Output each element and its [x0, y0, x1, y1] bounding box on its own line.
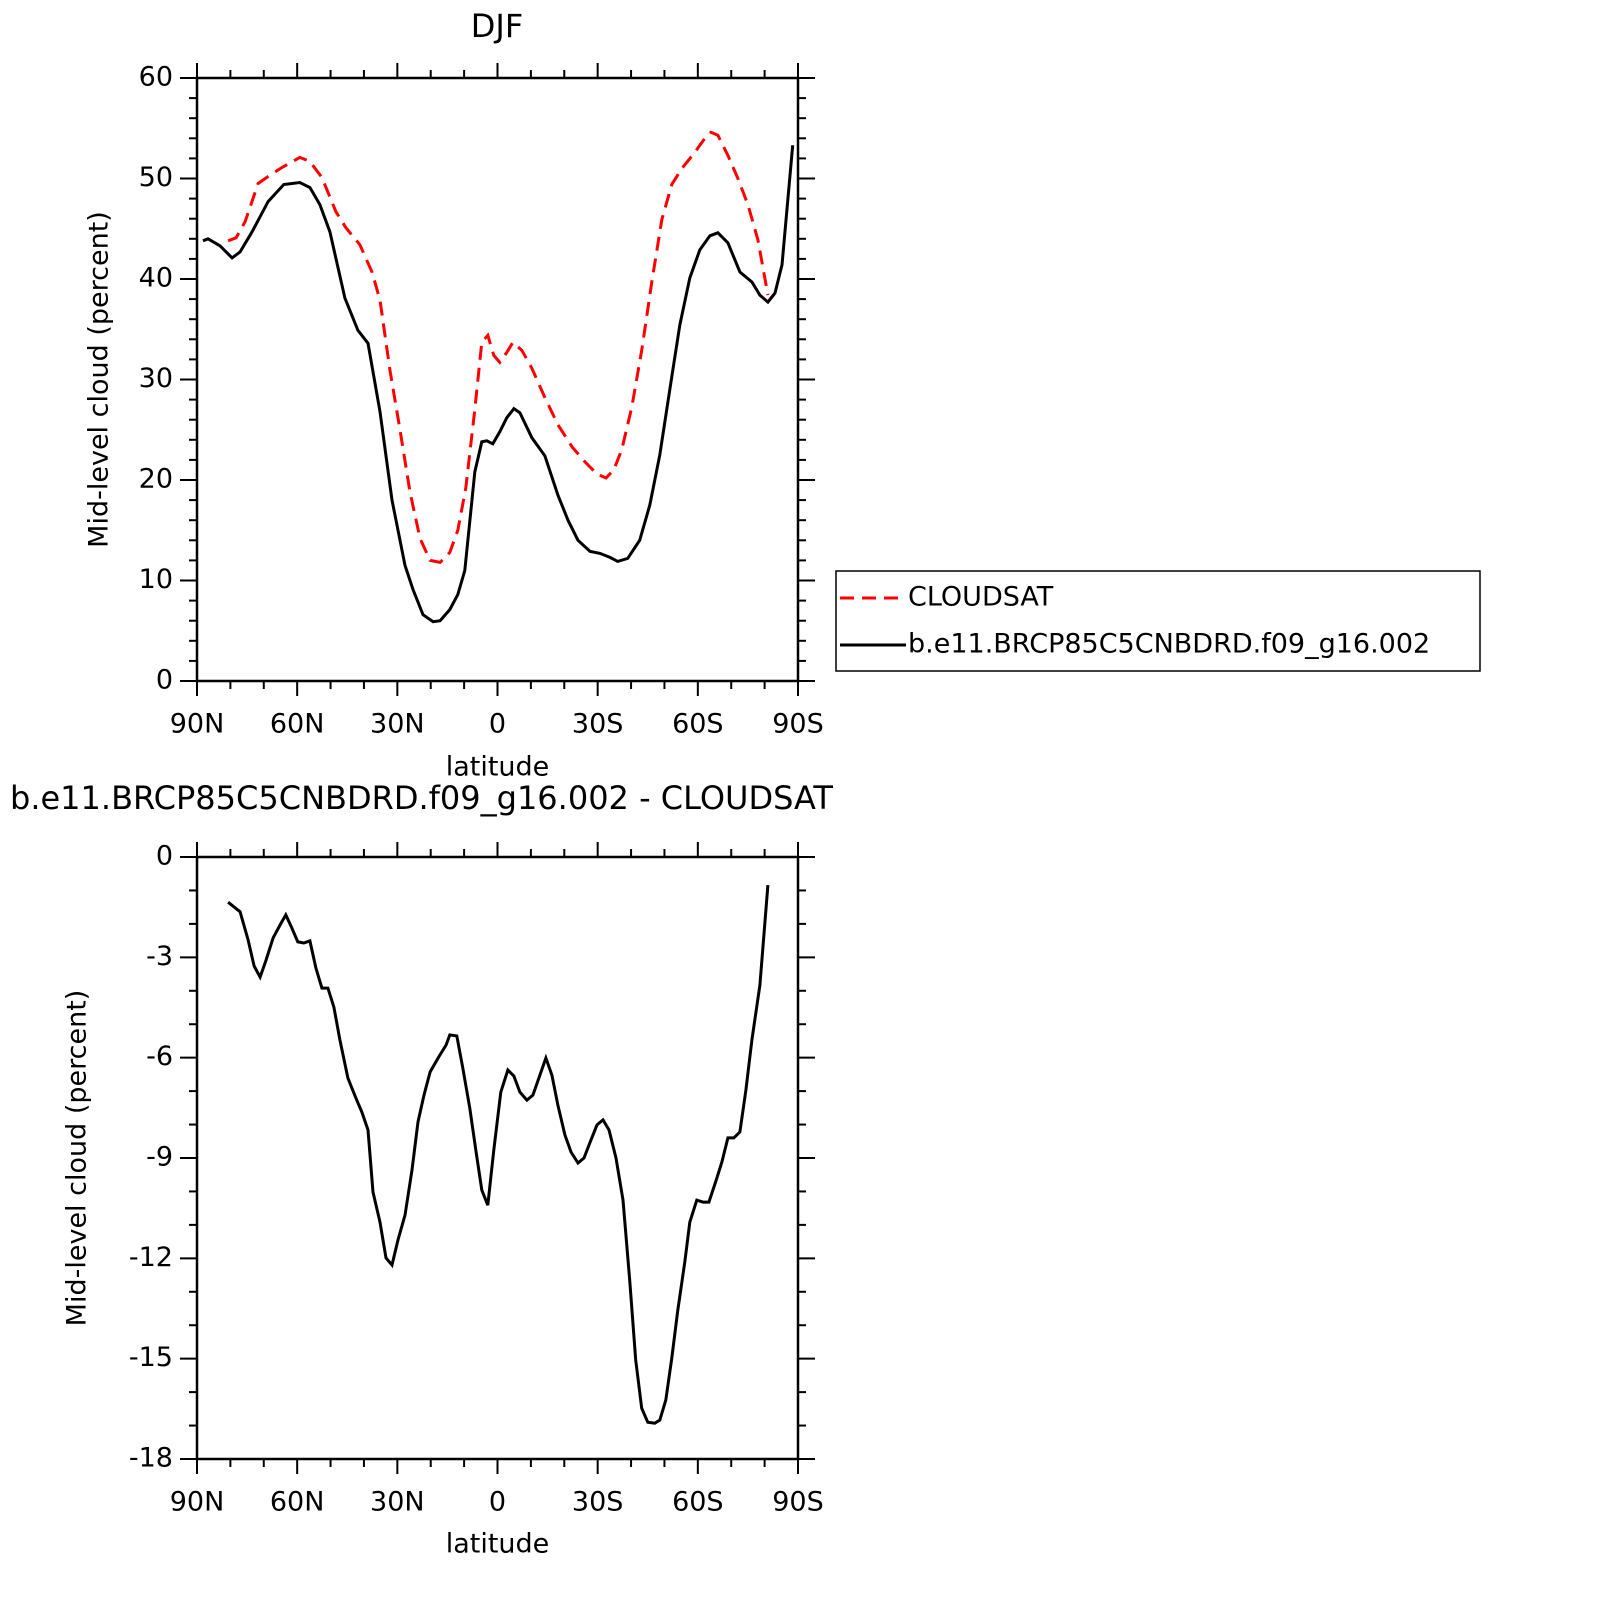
y-tick-label: 50: [139, 162, 173, 193]
y-tick-label: -18: [129, 1443, 173, 1474]
plot-frame: [195, 76, 800, 683]
x-axis-label: latitude: [446, 1529, 550, 1560]
x-tick-label: 90N: [170, 709, 225, 740]
series-line: [227, 130, 770, 565]
y-tick-label: -12: [129, 1242, 173, 1273]
x-tick-label: 90S: [772, 1487, 824, 1518]
y-tick-label: -6: [146, 1041, 173, 1072]
legend-box: [835, 570, 1481, 672]
x-tick-label: 30N: [370, 1487, 425, 1518]
y-tick-label: 20: [139, 464, 173, 495]
chart-title: DJF: [471, 7, 523, 45]
x-tick-label: 60S: [672, 709, 724, 740]
y-tick-label: -3: [146, 941, 173, 972]
y-tick-label: 0: [156, 665, 173, 696]
series-line: [202, 145, 795, 624]
y-tick-label: 30: [139, 363, 173, 394]
legend-label: b.e11.BRCP85C5CNBDRD.f09_g16.002: [908, 629, 1430, 660]
y-tick-label: 0: [156, 841, 173, 872]
x-tick-label: 30S: [572, 709, 624, 740]
x-tick-label: 60N: [270, 1487, 325, 1518]
x-tick-label: 60S: [672, 1487, 724, 1518]
x-tick-label: 60N: [270, 709, 325, 740]
x-tick-label: 90S: [772, 709, 824, 740]
y-axis-label: Mid-level cloud (percent): [62, 990, 93, 1327]
y-tick-label: -9: [146, 1142, 173, 1173]
y-tick-label: 10: [139, 564, 173, 595]
x-axis-label: latitude: [446, 752, 550, 783]
y-tick-label: 40: [139, 263, 173, 294]
x-tick-label: 30N: [370, 709, 425, 740]
chart-title: b.e11.BRCP85C5CNBDRD.f09_g16.002 - CLOUD…: [10, 779, 833, 817]
x-tick-label: 90N: [170, 1487, 225, 1518]
x-tick-label: 0: [489, 1487, 506, 1518]
y-axis-label: Mid-level cloud (percent): [84, 211, 115, 548]
plot-frame: [195, 855, 800, 1461]
y-tick-label: 60: [139, 62, 173, 93]
x-tick-label: 0: [489, 709, 506, 740]
y-tick-label: -15: [129, 1342, 173, 1373]
x-tick-label: 30S: [572, 1487, 624, 1518]
legend-label: CLOUDSAT: [908, 582, 1054, 613]
series-line: [227, 884, 770, 1425]
